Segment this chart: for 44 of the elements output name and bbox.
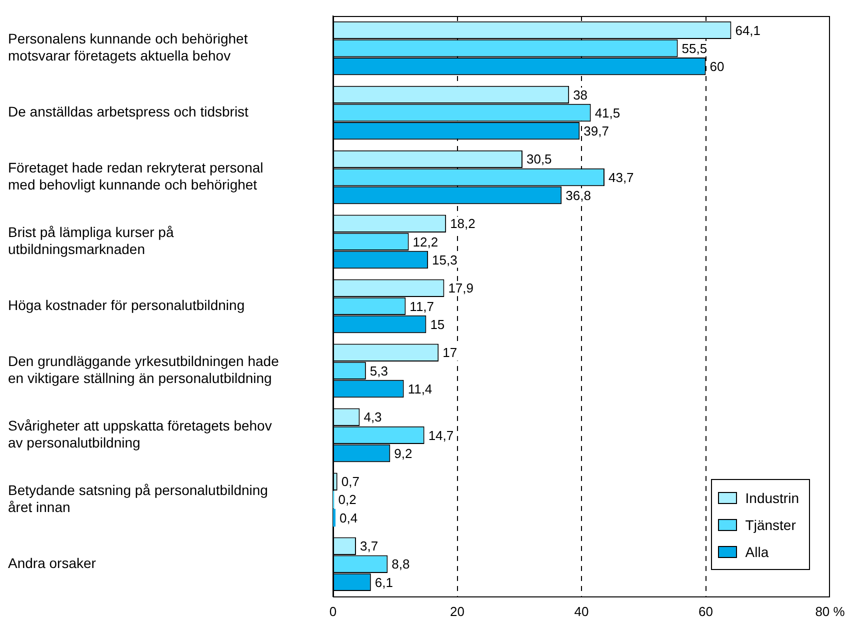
y-tick-label: Betydande satsning på personalutbildning året innan [8,482,268,515]
data-label: 64,1 [735,22,761,38]
data-label: 6,1 [374,574,393,590]
y-tick-label: Företaget hade redan rekryterat personal med behovligt kunnande och behörighet [8,160,264,192]
data-label: 9,2 [394,446,412,461]
data-label: 5,3 [370,363,388,378]
data-label: 0,4 [339,510,358,526]
data-label: 17,9 [448,280,474,296]
data-label: 38 [573,87,588,102]
data-label: 8,8 [392,556,410,572]
data-label: 11,7 [410,298,434,314]
data-label: 4,3 [364,410,382,425]
x-tick-label: 60 [698,604,713,619]
y-tick-label: De anställdas arbetspress och tidsbrist [8,104,249,120]
y-tick-label: Den grundläggande yrkesutbildningen hade en viktigare ställning än personalutbildning [8,353,280,386]
data-label: 12,2 [412,234,438,250]
x-tick-label: 0 [329,604,337,619]
data-label: 15 [430,316,445,332]
data-label: 39,7 [584,123,609,138]
legend-label: Alla [745,544,769,560]
data-label: 11,4 [408,381,432,396]
data-label: 17 [442,345,458,360]
data-label: 30,5 [526,152,552,167]
data-label: 55,5 [682,40,708,56]
data-label: 15,3 [432,252,458,268]
x-tick-label: 80 % [815,604,846,619]
x-tick-label: 40 [574,604,589,619]
data-label: 43,7 [608,170,634,185]
y-tick-label: Personalens kunnande och behörighet motsvarar företagets aktuella behov [8,30,248,64]
x-tick-label: 20 [450,604,464,619]
legend-label: Industrin [745,490,799,506]
y-tick-label: Höga kostnader för personalutbildning [8,297,245,314]
y-tick-label: Svårigheter att uppskatta företagets behov av personalutbildning [8,418,272,450]
legend-label: Tjänster [745,516,796,533]
data-label: 60 [710,58,724,74]
data-label: 36,8 [566,188,591,203]
data-label: 3,7 [360,538,378,554]
y-tick-label: Andra orsaker [8,555,96,572]
data-label: 41,5 [594,105,620,120]
y-tick-label: Brist på lämpliga kurser på utbildningsmarknaden [8,224,174,257]
data-label: 0,2 [338,492,356,508]
data-label: 14,7 [428,428,454,443]
data-label: 0,7 [341,474,360,490]
data-label: 18,2 [450,216,476,232]
